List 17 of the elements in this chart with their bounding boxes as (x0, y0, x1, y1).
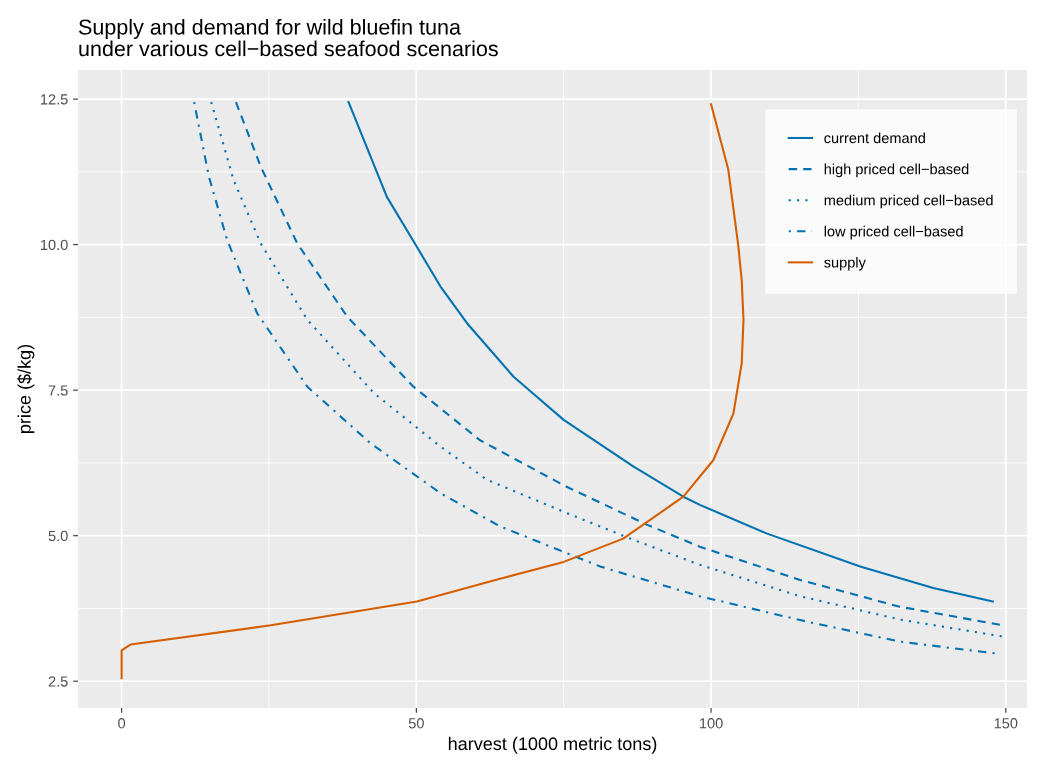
y-tick-label: 10.0 (41, 239, 68, 251)
y-tick-label: 5.0 (48, 530, 68, 542)
legend-label: medium priced cell−based (824, 194, 993, 209)
x-tick-label: 50 (408, 718, 424, 729)
legend-label: high priced cell−based (824, 163, 969, 178)
y-tick-label: 7.5 (48, 385, 68, 396)
chart-title: Supply and demand for wild bluefin tuna under various cell−based seafood scenarios (78, 18, 498, 57)
x-tick-label: 100 (700, 718, 723, 729)
y-axis-title: price ($/kg) (17, 344, 35, 433)
legend-label: supply (824, 256, 866, 271)
x-axis-title: harvest (1000 metric tons) (448, 736, 657, 754)
y-tick-label: 2.5 (48, 676, 68, 687)
y-tick-label: 12.5 (41, 94, 68, 105)
legend-label: current demand (824, 132, 925, 144)
legend-label: low priced cell−based (824, 225, 963, 240)
x-tick-label: 150 (994, 718, 1018, 729)
x-tick-label: 0 (118, 718, 126, 729)
